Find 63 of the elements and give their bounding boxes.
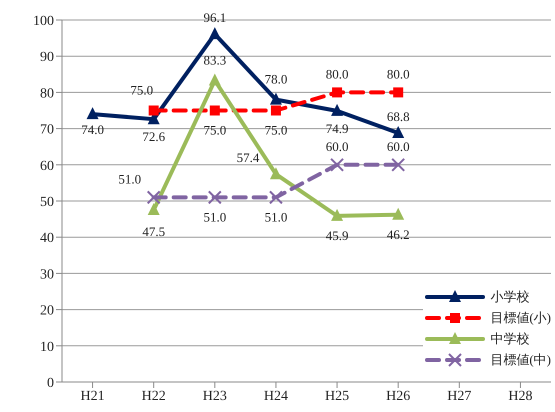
data-label: 75.0 [203,122,226,138]
x-tick-label: H21 [80,388,105,404]
point [270,92,282,105]
data-label: 47.5 [142,224,166,240]
data-label: 57.4 [236,150,260,166]
point [148,106,159,116]
data-label: 96.1 [203,10,226,26]
point [270,106,281,116]
data-label: 74.9 [326,120,348,136]
point [146,190,161,204]
point [268,190,283,204]
y-tick-label: 90 [40,50,54,66]
y-tick-label: 50 [40,194,54,210]
data-label: 75.0 [130,82,154,98]
y-tick-label: 20 [40,304,54,319]
y-tick-label: 60 [40,158,54,174]
y-tick-label: 40 [40,231,54,246]
point [208,27,221,40]
point [392,126,404,138]
point [148,203,160,216]
point [391,158,406,172]
data-label: 60.0 [326,138,348,154]
data-label: 80.0 [326,66,348,82]
point [330,158,344,172]
legend-label: 目標値(中) [490,350,551,368]
data-label: 75.0 [264,122,288,138]
data-label: 72.6 [142,129,166,144]
legend-label: 目標値(小) [490,308,551,326]
point [331,104,344,116]
y-tick-label: 70 [40,122,54,138]
data-label: 74.0 [81,122,104,138]
data-label: 68.8 [386,108,410,124]
point [331,208,344,221]
point [86,107,99,120]
legend-label: 中学校 [490,330,530,348]
y-tick-label: 0 [47,376,54,391]
point [208,190,222,204]
data-label: 51.0 [118,171,142,186]
point [208,73,221,86]
point [332,87,342,98]
data-label: 51.0 [203,209,226,224]
y-tick-label: 10 [40,340,54,355]
x-tick-label: H22 [142,388,166,404]
point [392,208,404,220]
x-tick-label: H26 [386,388,410,404]
x-tick-label: H24 [264,388,288,404]
point [393,87,404,98]
data-label: 46.2 [386,226,410,242]
data-label: 51.0 [264,209,288,224]
point [210,106,220,116]
x-tick-label: H25 [325,388,350,404]
y-tick-label: 80 [40,86,54,102]
data-label: 83.3 [203,52,226,68]
data-label: 78.0 [264,72,288,87]
data-label: 60.0 [386,138,410,154]
data-label: 45.9 [326,228,348,243]
x-tick-label: H28 [508,388,532,404]
x-tick-label: H23 [202,388,227,404]
x-tick-label: H27 [447,388,472,404]
y-tick-label: 30 [40,267,54,282]
y-tick-label: 100 [33,14,54,29]
legend-label: 小学校 [490,288,530,306]
data-label: 80.0 [386,66,410,82]
